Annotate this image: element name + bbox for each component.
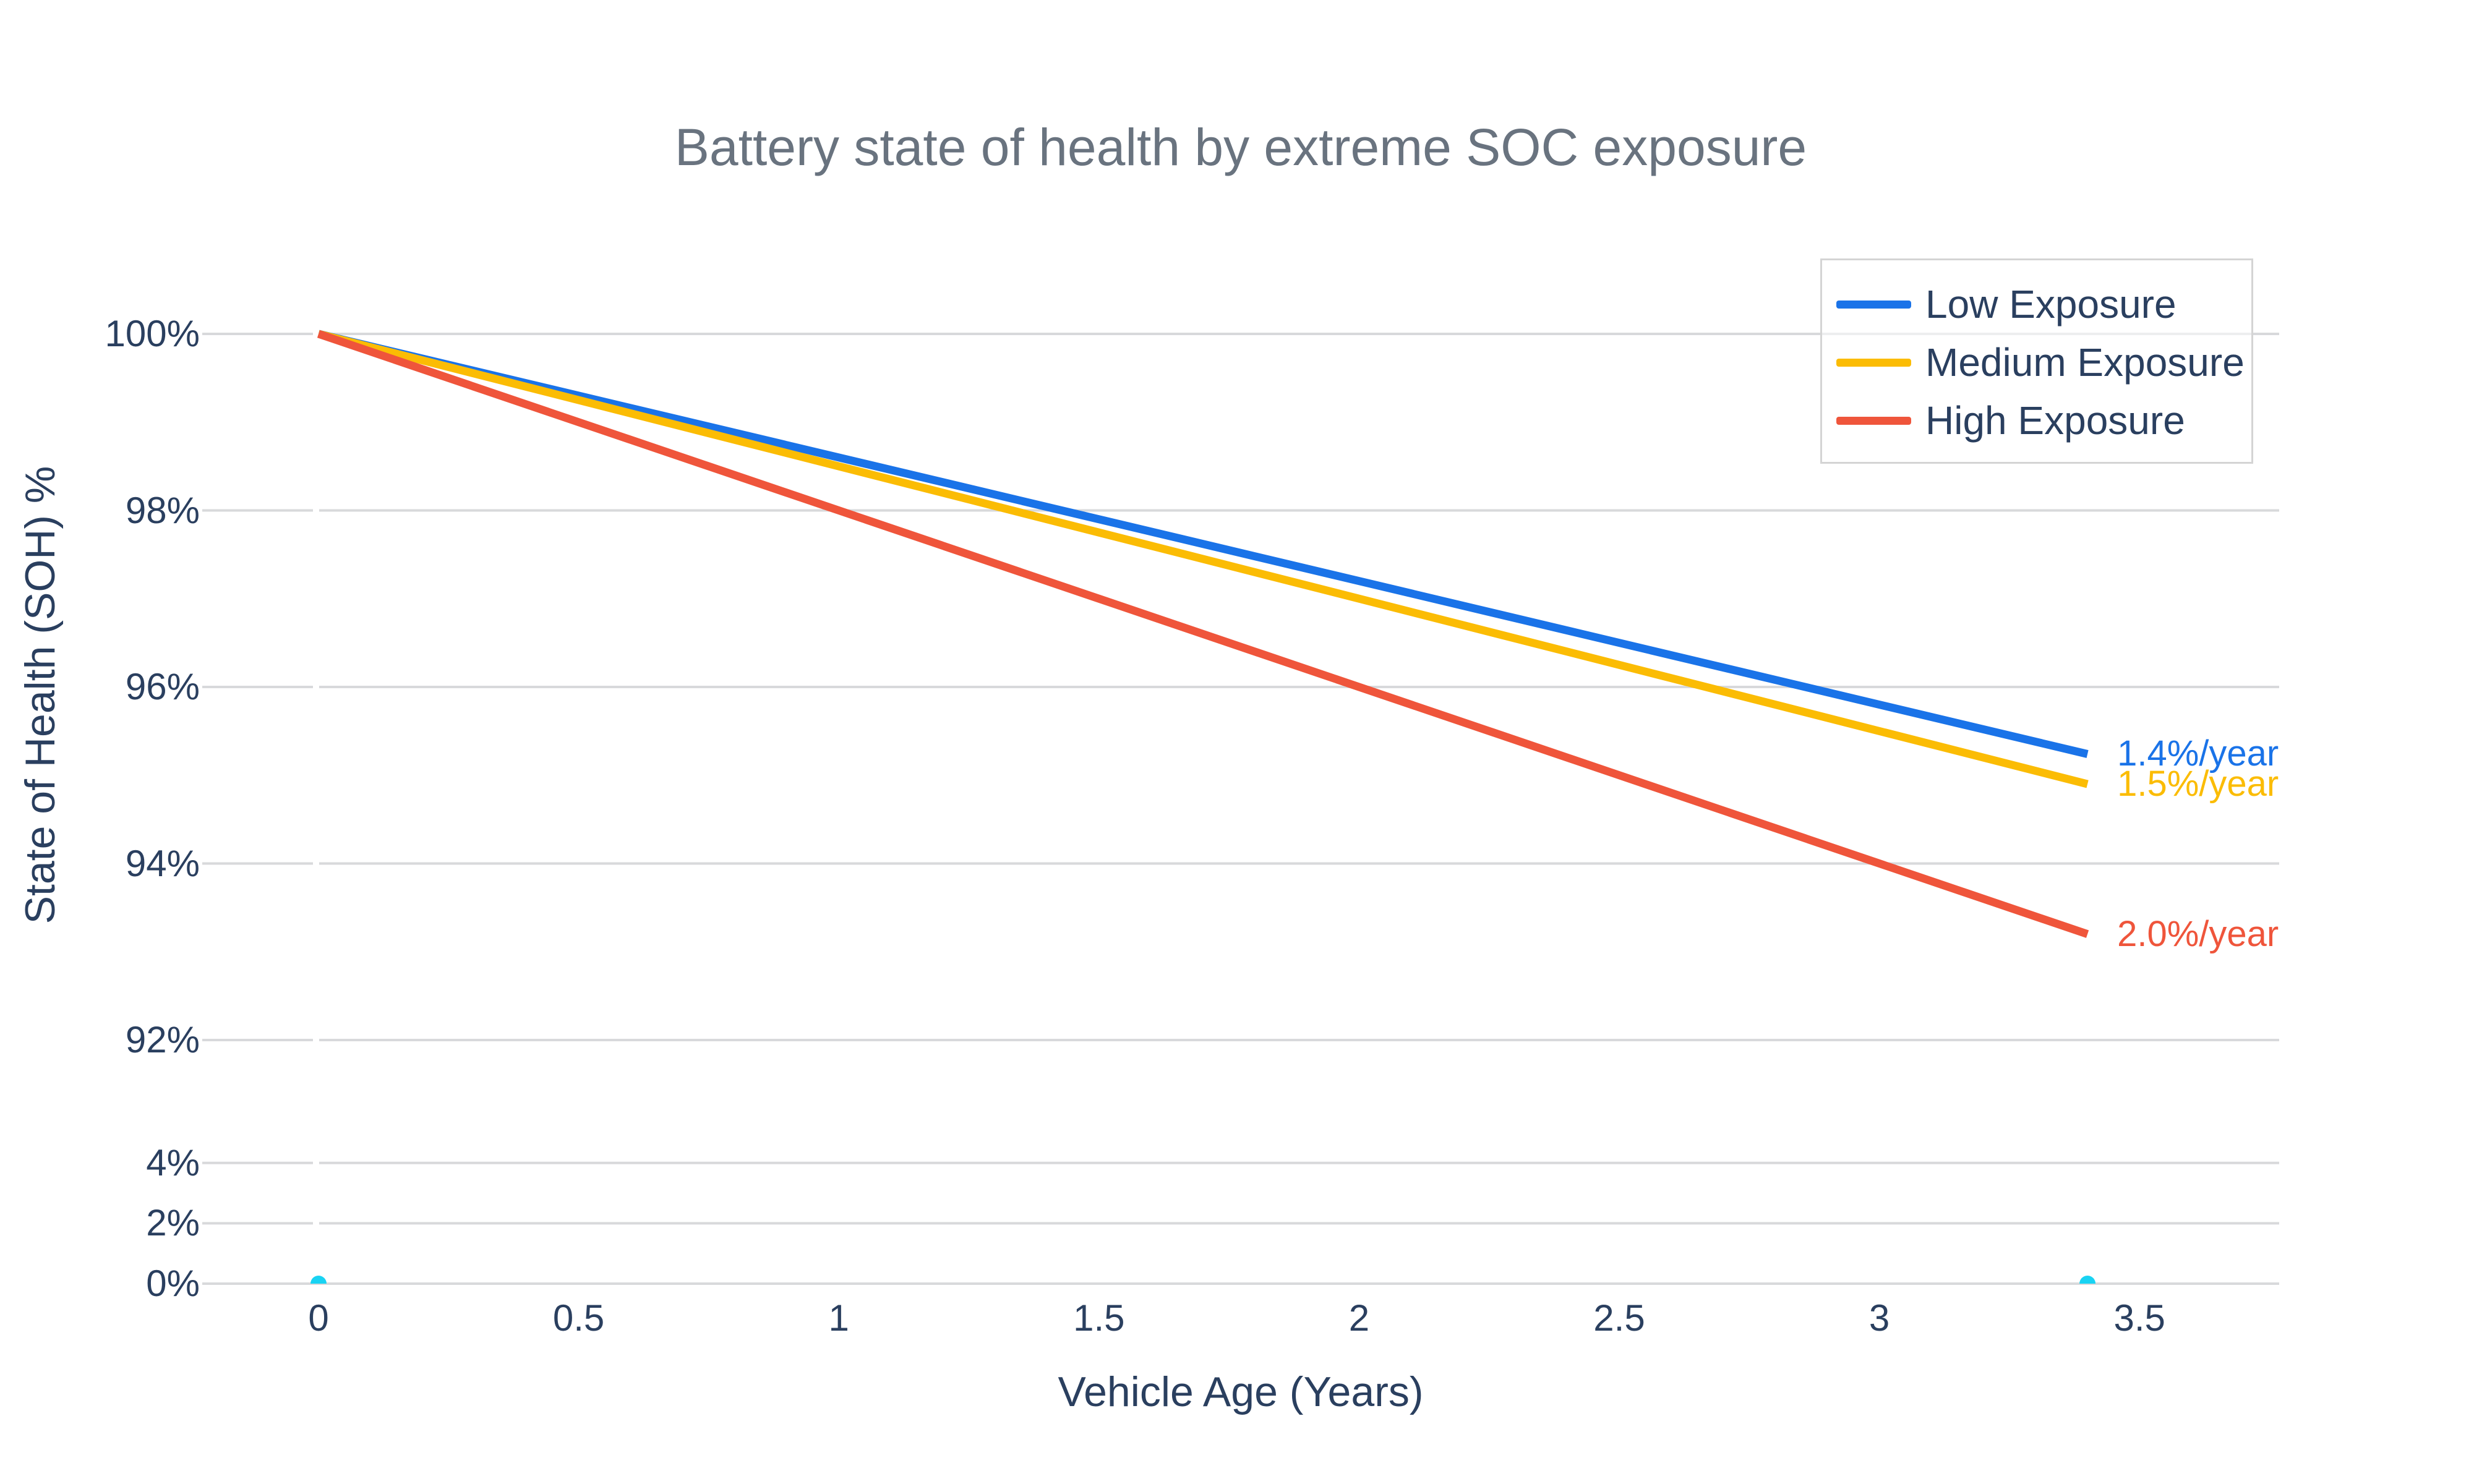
legend-item-high-exposure[interactable]: High Exposure	[1822, 396, 2251, 445]
rate-annotation-2.0: 2.0%/year	[2117, 913, 2279, 954]
y-tick-label-0%: 0%	[146, 1263, 200, 1304]
legend-item-label: Medium Exposure	[1925, 340, 2245, 385]
series-line-medium-exposure	[317, 330, 2089, 788]
legend-item-label: Low Exposure	[1925, 282, 2177, 326]
x-tick-label-1.5: 1.5	[1073, 1297, 1125, 1339]
rate-annotation-1.4: 1.4%/year	[2117, 733, 2279, 774]
x-axis-title: Vehicle Age (Years)	[1058, 1368, 1424, 1415]
series-line-high-exposure	[317, 330, 2089, 938]
legend: Low Exposure Medium Exposure High Exposure	[1820, 258, 2253, 464]
y-tick-label-94%: 94%	[125, 842, 200, 884]
y-tick-label-92%: 92%	[125, 1019, 200, 1060]
y-tick-label-4%: 4%	[146, 1141, 200, 1183]
baseline-markers	[310, 1276, 2096, 1284]
series-line-low-exposure	[317, 330, 2089, 758]
legend-item-medium-exposure[interactable]: Medium Exposure	[1822, 338, 2251, 387]
x-tick-label-2: 2	[1348, 1297, 1370, 1339]
baseline-marker	[310, 1276, 327, 1284]
chart-title: Battery state of health by extreme SOC e…	[674, 118, 1807, 176]
x-tick-label-1: 1	[828, 1297, 849, 1339]
y-tick-label-2%: 2%	[146, 1202, 200, 1244]
rate-annotation-1.5: 1.5%/year	[2117, 764, 2279, 804]
x-zeroline	[313, 281, 319, 1284]
legend-item-low-exposure[interactable]: Low Exposure	[1822, 279, 2251, 329]
x-tick-label-3.5: 3.5	[2113, 1297, 2165, 1339]
x-tick-label-0: 0	[308, 1297, 329, 1339]
y-tick-label-100%: 100%	[105, 313, 200, 354]
x-tick-label-2.5: 2.5	[1593, 1297, 1645, 1339]
legend-line-swatch	[1836, 301, 1911, 309]
baseline-marker	[2079, 1276, 2096, 1284]
y-tick-label-96%: 96%	[125, 666, 200, 707]
y-tick-label-98%: 98%	[125, 489, 200, 531]
legend-line-swatch	[1836, 417, 1911, 425]
x-tick-label-0.5: 0.5	[552, 1297, 605, 1339]
legend-line-swatch	[1836, 359, 1911, 367]
legend-item-label: High Exposure	[1925, 398, 2185, 443]
x-tick-label-3: 3	[1868, 1297, 1890, 1339]
